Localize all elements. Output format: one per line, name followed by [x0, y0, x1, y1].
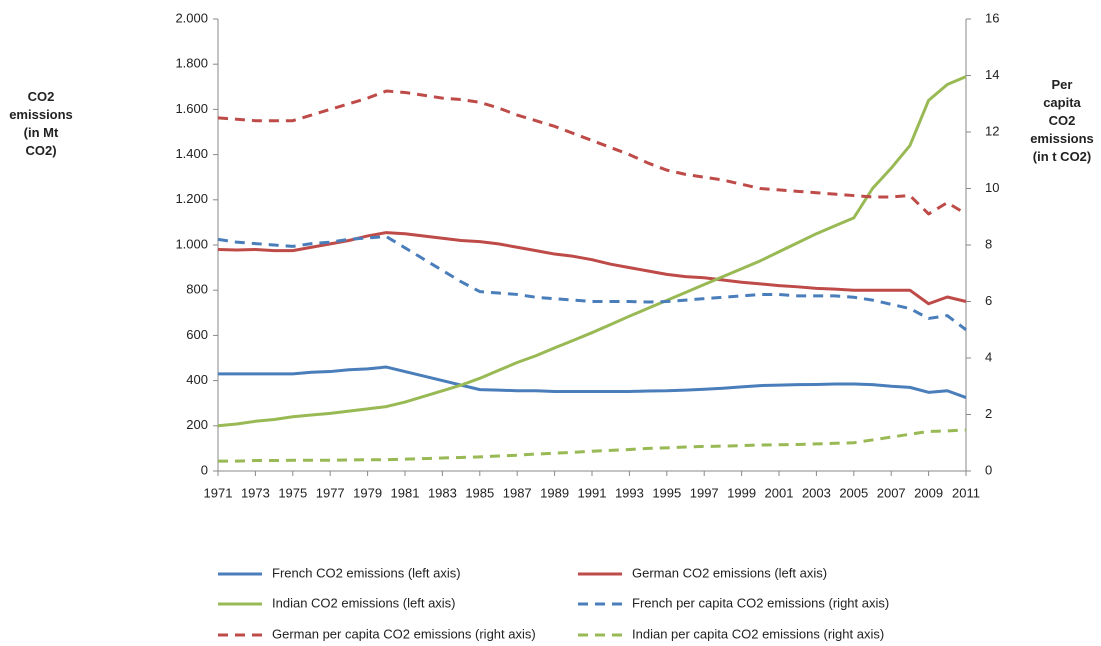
- x-tick-label: 1991: [578, 485, 607, 500]
- y-tick-label: 2.000: [175, 10, 208, 25]
- x-tick-label: 2001: [765, 485, 794, 500]
- x-tick-label: 1985: [465, 485, 494, 500]
- y2-tick-label: 12: [985, 123, 999, 138]
- x-tick-label: 2011: [952, 485, 980, 500]
- y2-axis-title: Per capita CO2 emissions (in t CO2): [1030, 77, 1094, 164]
- x-tick-label: 1987: [503, 485, 532, 500]
- y2-tick-label: 0: [985, 462, 992, 477]
- x-tick-label: 1997: [690, 485, 719, 500]
- y-tick-label: 200: [186, 417, 208, 432]
- x-tick-label: 1977: [316, 485, 345, 500]
- y2-tick-label: 6: [985, 293, 992, 308]
- x-tick-label: 1975: [278, 485, 307, 500]
- x-tick-label: 1981: [391, 485, 420, 500]
- legend-label: Indian CO2 emissions (left axis): [272, 595, 456, 610]
- y-tick-label: 1.600: [175, 101, 208, 116]
- legend-label: French per capita CO2 emissions (right a…: [632, 595, 889, 610]
- y2-tick-label: 4: [985, 349, 992, 364]
- legend-label: French CO2 emissions (left axis): [272, 565, 461, 580]
- x-tick-label: 1993: [615, 485, 644, 500]
- y-axis-title: CO2 emissions (in Mt CO2): [9, 89, 73, 158]
- legend-label: German per capita CO2 emissions (right a…: [272, 626, 536, 641]
- y-tick-label: 1.400: [175, 146, 208, 161]
- x-tick-label: 1989: [540, 485, 569, 500]
- y2-tick-label: 10: [985, 180, 999, 195]
- legend-label: German CO2 emissions (left axis): [632, 565, 827, 580]
- series-line: [217, 231, 967, 306]
- legend-label: Indian per capita CO2 emissions (right a…: [632, 626, 884, 641]
- y-tick-label: 0: [201, 462, 208, 477]
- y-tick-label: 400: [186, 372, 208, 387]
- y-tick-label: 600: [186, 327, 208, 342]
- series-line: [218, 365, 967, 399]
- y-tick-label: 1.000: [175, 236, 208, 251]
- x-tick-label: 2005: [839, 485, 868, 500]
- series-line: [217, 89, 967, 216]
- x-tick-label: 1983: [428, 485, 457, 500]
- y2-tick-label: 8: [985, 236, 992, 251]
- x-tick-label: 1971: [204, 485, 233, 500]
- series-line: [217, 75, 967, 428]
- series-line: [217, 235, 967, 331]
- y-tick-label: 1.800: [175, 56, 208, 71]
- y2-tick-label: 2: [985, 406, 992, 421]
- y-tick-label: 1.200: [175, 191, 208, 206]
- x-tick-label: 2003: [802, 485, 831, 500]
- y2-tick-label: 14: [985, 67, 999, 82]
- x-tick-label: 1979: [353, 485, 382, 500]
- x-tick-label: 2007: [877, 485, 906, 500]
- x-tick-label: 1995: [652, 485, 681, 500]
- x-tick-label: 1999: [727, 485, 756, 500]
- y-tick-label: 800: [186, 282, 208, 297]
- y2-tick-label: 16: [985, 10, 999, 25]
- x-tick-label: 2009: [914, 485, 943, 500]
- series-line: [218, 428, 967, 463]
- x-tick-label: 1973: [241, 485, 270, 500]
